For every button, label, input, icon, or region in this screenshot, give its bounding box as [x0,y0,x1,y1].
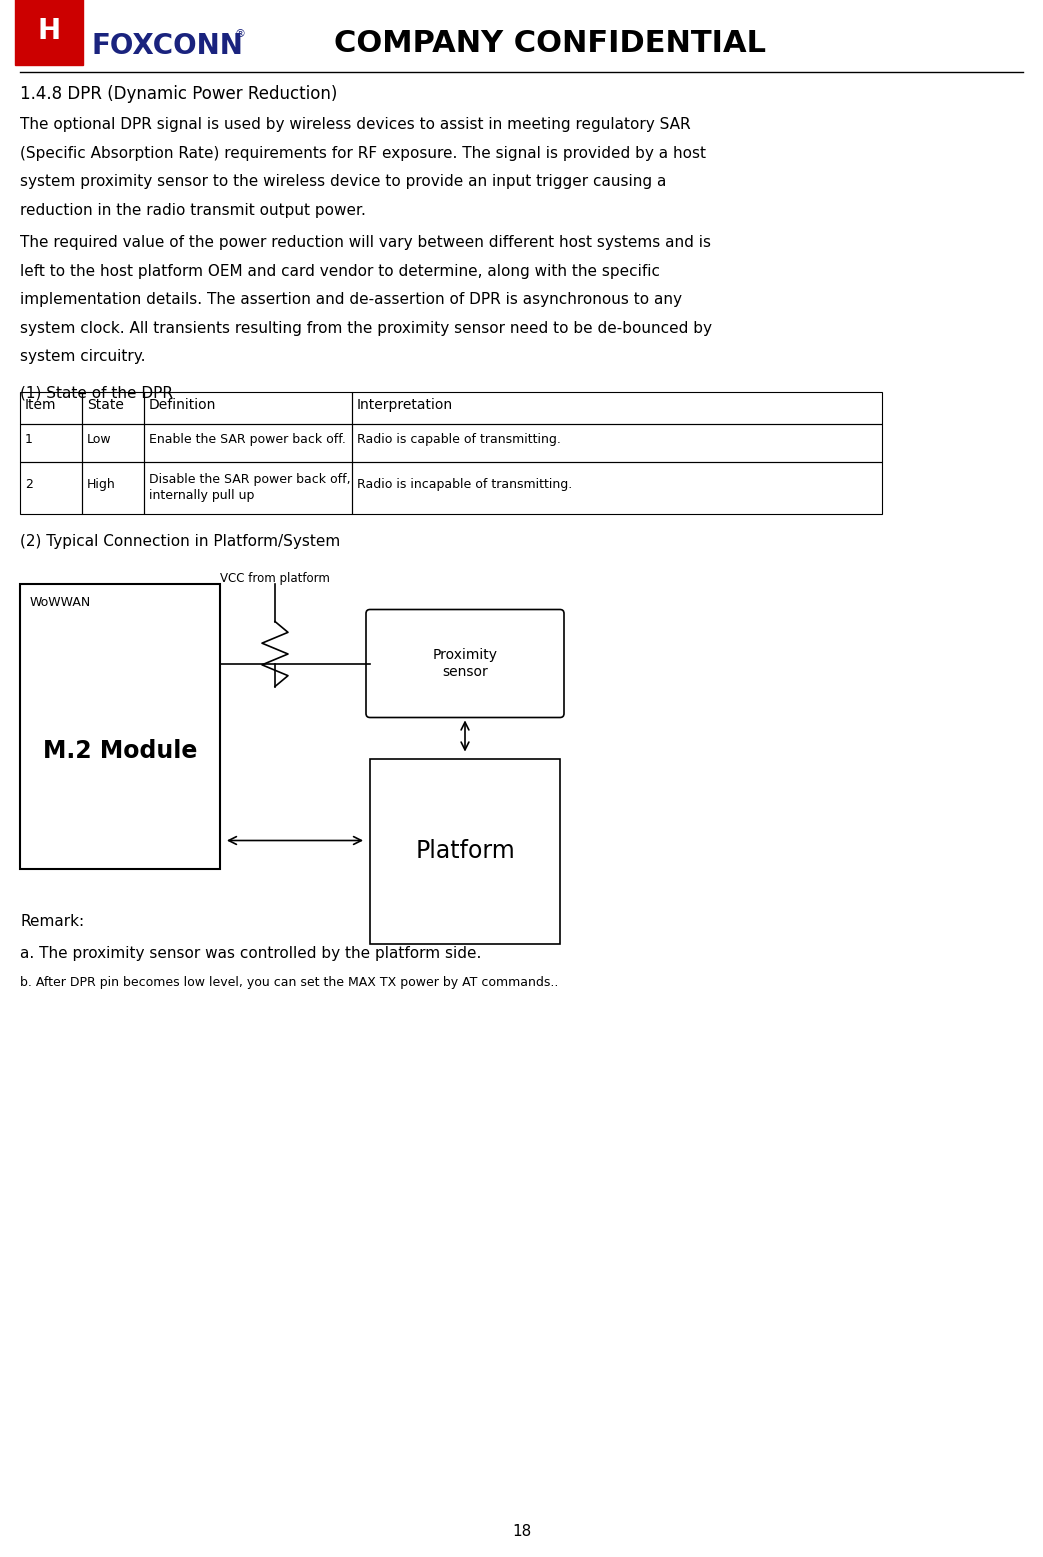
Text: FOXCONN: FOXCONN [92,33,244,61]
Bar [20,584,220,869]
Text: a. The proximity sensor was controlled by the platform side.: a. The proximity sensor was controlled b… [20,945,482,961]
Bar [82,424,144,461]
Text: reduction in the radio transmit output power.: reduction in the radio transmit output p… [20,202,366,218]
Text: M.2 Module: M.2 Module [43,740,197,763]
Text: Radio is capable of transmitting.: Radio is capable of transmitting. [357,433,561,445]
Text: Platform: Platform [415,839,515,863]
Bar [144,391,351,424]
Text: 1.4.8 DPR (Dynamic Power Reduction): 1.4.8 DPR (Dynamic Power Reduction) [20,86,337,103]
Text: b. After DPR pin becomes low level, you can set the MAX TX power by AT commands.: b. After DPR pin becomes low level, you … [20,976,558,989]
Text: State: State [87,397,124,411]
Text: system proximity sensor to the wireless device to provide an input trigger causi: system proximity sensor to the wireless … [20,174,666,188]
Text: Radio is incapable of transmitting.: Radio is incapable of transmitting. [357,478,573,490]
Text: Definition: Definition [149,397,216,411]
Text: left to the host platform OEM and card vendor to determine, along with the speci: left to the host platform OEM and card v… [20,263,660,279]
Text: ®: ® [235,30,246,39]
Text: Enable the SAR power back off.: Enable the SAR power back off. [149,433,346,445]
Bar [82,461,144,514]
Text: COMPANY CONFIDENTIAL: COMPANY CONFIDENTIAL [334,30,766,58]
Bar [351,461,882,514]
Bar [15,0,83,65]
Bar [20,424,82,461]
Text: VCC from platform: VCC from platform [220,571,330,584]
Text: internally pull up: internally pull up [149,489,254,501]
Text: H: H [38,17,60,45]
Text: The optional DPR signal is used by wireless devices to assist in meeting regulat: The optional DPR signal is used by wirel… [20,117,690,132]
Text: Remark:: Remark: [20,914,84,928]
Text: (Specific Absorption Rate) requirements for RF exposure. The signal is provided : (Specific Absorption Rate) requirements … [20,145,706,160]
Text: Disable the SAR power back off,: Disable the SAR power back off, [149,473,350,486]
Text: implementation details. The assertion and de-assertion of DPR is asynchronous to: implementation details. The assertion an… [20,293,682,307]
Text: Interpretation: Interpretation [357,397,453,411]
FancyBboxPatch shape [366,609,564,718]
Bar [82,391,144,424]
Bar [351,424,882,461]
Text: Low: Low [87,433,112,445]
Text: Proximity
sensor: Proximity sensor [433,648,498,679]
Bar [144,461,351,514]
Bar [351,391,882,424]
Bar [144,424,351,461]
Text: (2) Typical Connection in Platform/System: (2) Typical Connection in Platform/Syste… [20,534,340,548]
Bar [20,391,82,424]
Text: 2: 2 [25,478,33,490]
Text: system clock. All transients resulting from the proximity sensor need to be de-b: system clock. All transients resulting f… [20,321,712,335]
Text: Item: Item [25,397,56,411]
Text: The required value of the power reduction will vary between different host syste: The required value of the power reductio… [20,235,711,251]
Text: (1) State of the DPR: (1) State of the DPR [20,386,173,400]
Text: 18: 18 [512,1524,531,1538]
Text: WoWWAN: WoWWAN [30,595,91,609]
Text: system circuitry.: system circuitry. [20,349,146,364]
Bar [370,758,560,944]
Bar [20,461,82,514]
Text: 1: 1 [25,433,33,445]
Text: High: High [87,478,116,490]
